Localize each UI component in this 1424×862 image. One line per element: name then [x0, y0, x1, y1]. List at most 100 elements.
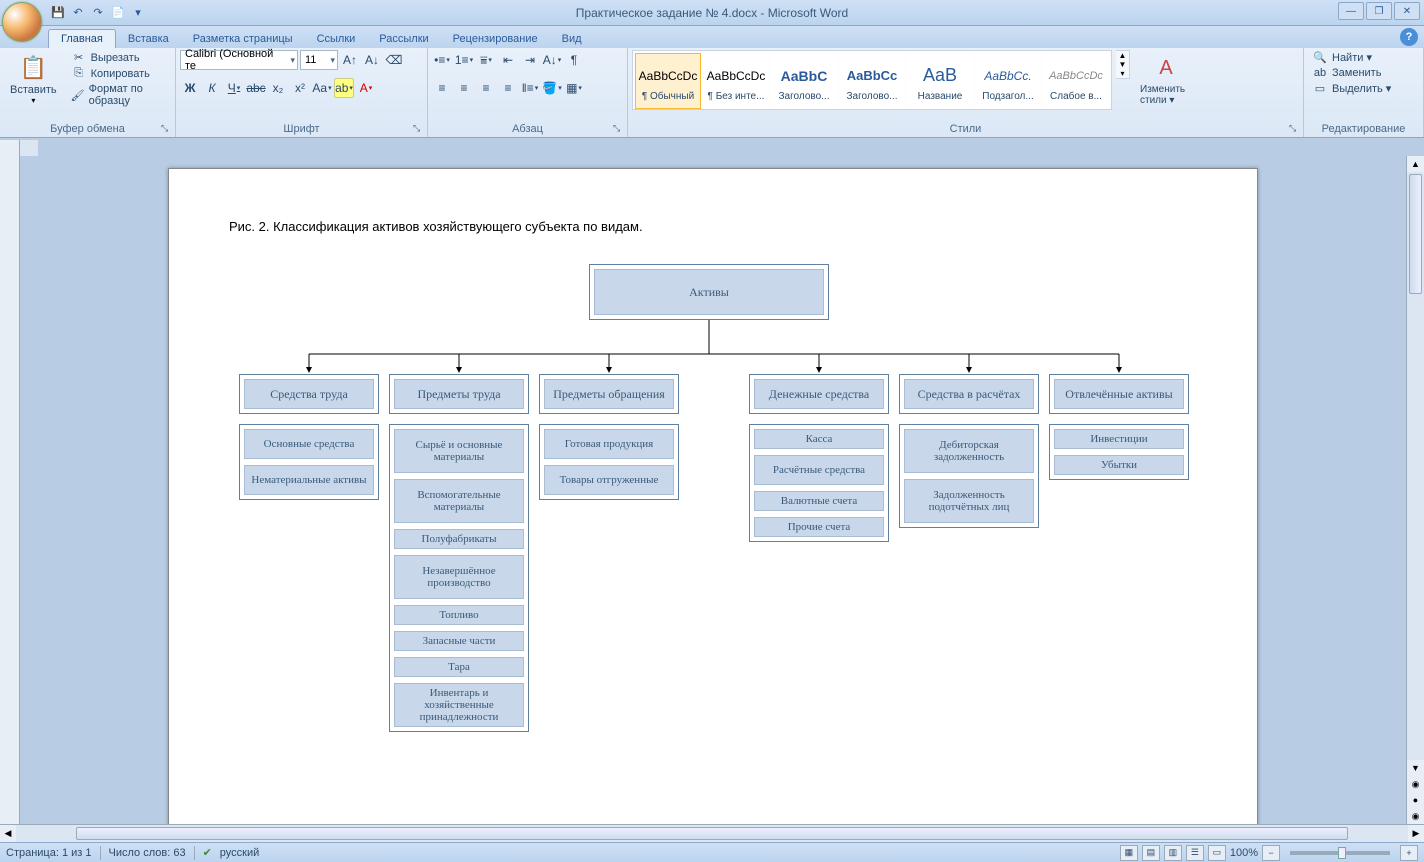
hscroll-thumb[interactable] [76, 827, 1348, 840]
zoom-out[interactable]: − [1262, 845, 1280, 861]
redo-icon[interactable]: ↷ [90, 5, 106, 21]
italic-button[interactable]: К [202, 78, 222, 98]
style-¶ Обычный[interactable]: AaBbCcDc¶ Обычный [635, 53, 701, 109]
prev-page[interactable]: ◉ [1407, 776, 1424, 792]
save-icon[interactable]: 💾 [50, 5, 66, 21]
status-page[interactable]: Страница: 1 из 1 [6, 847, 92, 859]
bold-button[interactable]: Ж [180, 78, 200, 98]
view-draft[interactable]: ▭ [1208, 845, 1226, 861]
scroll-down[interactable]: ▼ [1407, 760, 1424, 776]
line-spacing-button[interactable]: ‖≡ [520, 78, 540, 98]
show-marks-button[interactable]: ¶ [564, 50, 584, 70]
vertical-ruler[interactable] [0, 156, 20, 824]
font-name-combo[interactable]: Calibri (Основной те [180, 50, 298, 70]
shading-button[interactable]: 🪣 [542, 78, 562, 98]
tab-Вид[interactable]: Вид [550, 30, 594, 48]
change-styles-button[interactable]: A Изменить стили ▾ [1134, 50, 1198, 108]
justify-button[interactable]: ≡ [498, 78, 518, 98]
next-page[interactable]: ◉ [1407, 808, 1424, 824]
style-Заголово...[interactable]: AaBbCcЗаголово... [839, 53, 905, 109]
group-font: Calibri (Основной те 11 A↑ A↓ ⌫ Ж К Ч ab… [176, 48, 428, 137]
spellcheck-icon[interactable]: ✔ [203, 846, 212, 859]
view-print-layout[interactable]: ▦ [1120, 845, 1138, 861]
tab-Вставка[interactable]: Вставка [116, 30, 181, 48]
format-painter-button[interactable]: 🖌Формат по образцу [67, 82, 171, 108]
sort-button[interactable]: A↓ [542, 50, 562, 70]
change-case-button[interactable]: Aa [312, 78, 332, 98]
qat-more-icon[interactable]: ▾ [130, 5, 146, 21]
clear-format-button[interactable]: ⌫ [384, 50, 404, 70]
status-words[interactable]: Число слов: 63 [109, 847, 186, 859]
cut-button[interactable]: ✂Вырезать [67, 50, 171, 65]
font-size-combo[interactable]: 11 [300, 50, 338, 70]
align-right-button[interactable]: ≡ [476, 78, 496, 98]
style-Подзагол...[interactable]: AaBbCc.Подзагол... [975, 53, 1041, 109]
multilevel-button[interactable]: ⩸ [476, 50, 496, 70]
highlight-button[interactable]: ab [334, 78, 354, 98]
styles-launcher[interactable]: ⤡ [1289, 123, 1301, 135]
diagram-head-0: Средства труда [239, 374, 379, 414]
tab-Рецензирование[interactable]: Рецензирование [441, 30, 550, 48]
paste-button[interactable]: 📋 Вставить ▾ [4, 50, 63, 107]
styles-gallery[interactable]: AaBbCcDc¶ ОбычныйAaBbCcDc¶ Без инте...Aa… [632, 50, 1112, 110]
styles-more[interactable]: ▾ [1116, 69, 1129, 78]
scroll-left[interactable]: ◀ [0, 825, 16, 842]
style-Слабое в...[interactable]: AaBbCcDcСлабое в... [1043, 53, 1109, 109]
numbering-button[interactable]: 1≡ [454, 50, 474, 70]
office-button[interactable] [2, 2, 42, 42]
diagram-item-0-1: Нематериальные активы [244, 465, 374, 495]
tab-Рассылки[interactable]: Рассылки [367, 30, 440, 48]
minimize-button[interactable]: — [1338, 2, 1364, 20]
clipboard-launcher[interactable]: ⤡ [161, 123, 173, 135]
maximize-button[interactable]: ❐ [1366, 2, 1392, 20]
view-web[interactable]: ▥ [1164, 845, 1182, 861]
grow-font-button[interactable]: A↑ [340, 50, 360, 70]
quickprint-icon[interactable]: 📄 [110, 5, 126, 21]
outdent-button[interactable]: ⇤ [498, 50, 518, 70]
find-button[interactable]: 🔍Найти ▾ [1308, 50, 1395, 65]
tab-Разметка страницы[interactable]: Разметка страницы [181, 30, 305, 48]
strike-button[interactable]: abc [246, 78, 266, 98]
copy-button[interactable]: ⎘Копировать [67, 66, 171, 81]
indent-button[interactable]: ⇥ [520, 50, 540, 70]
shrink-font-button[interactable]: A↓ [362, 50, 382, 70]
document-area[interactable]: Рис. 2. Классификация активов хозяйствую… [20, 156, 1406, 824]
styles-up[interactable]: ▲ [1116, 51, 1129, 60]
style-Заголово...[interactable]: AaBbCЗаголово... [771, 53, 837, 109]
align-center-button[interactable]: ≡ [454, 78, 474, 98]
zoom-slider[interactable] [1290, 851, 1390, 855]
superscript-button[interactable]: x² [290, 78, 310, 98]
zoom-in[interactable]: + [1400, 845, 1418, 861]
view-outline[interactable]: ☰ [1186, 845, 1204, 861]
bullets-button[interactable]: •≡ [432, 50, 452, 70]
subscript-button[interactable]: x₂ [268, 78, 288, 98]
help-icon[interactable]: ? [1400, 28, 1418, 46]
style-¶ Без инте...[interactable]: AaBbCcDc¶ Без инте... [703, 53, 769, 109]
align-left-button[interactable]: ≡ [432, 78, 452, 98]
status-language[interactable]: русский [220, 847, 259, 859]
group-editing: 🔍Найти ▾ abЗаменить ▭Выделить ▾ Редактир… [1304, 48, 1424, 137]
scroll-up[interactable]: ▲ [1407, 156, 1424, 172]
borders-button[interactable]: ▦ [564, 78, 584, 98]
select-button[interactable]: ▭Выделить ▾ [1308, 81, 1395, 96]
diagram-item-3-0: Касса [754, 429, 884, 449]
zoom-level[interactable]: 100% [1230, 847, 1258, 859]
diagram-head-3: Денежные средства [749, 374, 889, 414]
font-color-button[interactable]: A [356, 78, 376, 98]
vertical-scrollbar[interactable]: ▲ ▼ ◉ ● ◉ [1406, 156, 1424, 824]
scroll-right[interactable]: ▶ [1408, 825, 1424, 842]
view-full-reading[interactable]: ▤ [1142, 845, 1160, 861]
font-launcher[interactable]: ⤡ [413, 123, 425, 135]
replace-button[interactable]: abЗаменить [1308, 66, 1395, 80]
scroll-thumb[interactable] [1409, 174, 1422, 294]
styles-down[interactable]: ▼ [1116, 60, 1129, 69]
tab-Главная[interactable]: Главная [48, 29, 116, 48]
horizontal-scrollbar[interactable]: ◀ ▶ [0, 824, 1424, 842]
style-Название[interactable]: AaBНазвание [907, 53, 973, 109]
undo-icon[interactable]: ↶ [70, 5, 86, 21]
close-button[interactable]: ✕ [1394, 2, 1420, 20]
browse-object[interactable]: ● [1407, 792, 1424, 808]
tab-Ссылки[interactable]: Ссылки [305, 30, 368, 48]
underline-button[interactable]: Ч [224, 78, 244, 98]
paragraph-launcher[interactable]: ⤡ [613, 123, 625, 135]
